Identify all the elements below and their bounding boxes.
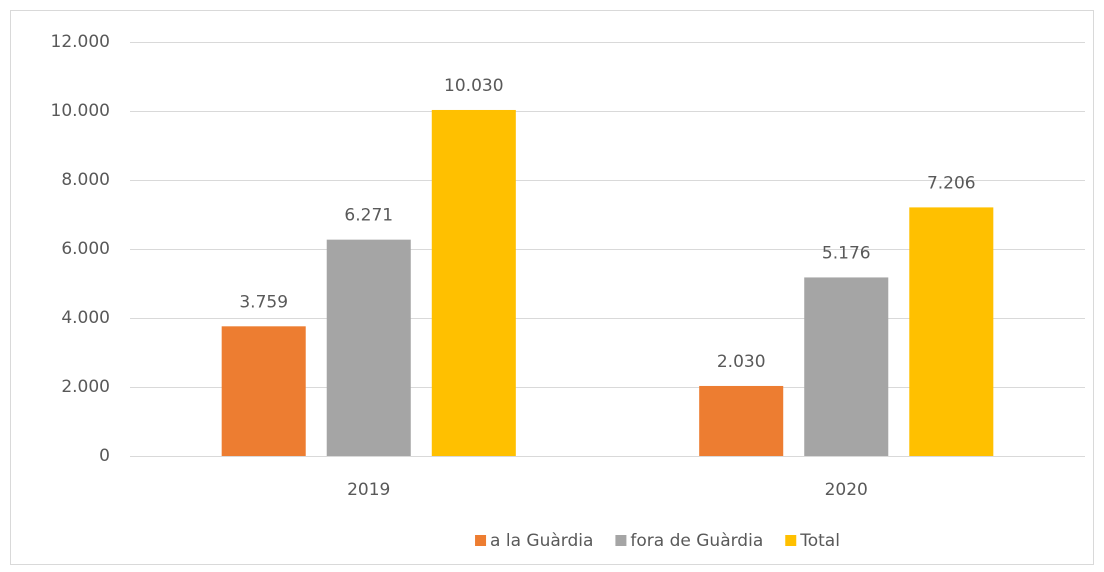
bar [909,207,994,456]
x-tick-label: 2020 [825,480,868,500]
bar [326,239,411,456]
legend-swatch [615,535,627,546]
y-tick-label: 2.000 [61,377,110,397]
legend-label: a la Guàrdia [490,531,593,551]
y-tick-label: 10.000 [51,101,110,121]
bar [221,326,306,456]
legend-swatch [475,535,487,546]
y-tick-label: 8.000 [61,170,110,190]
bar [699,385,784,456]
y-tick-label: 6.000 [61,239,110,259]
data-label: 10.030 [444,76,503,96]
y-tick-label: 4.000 [61,308,110,328]
legend-label: fora de Guàrdia [630,531,763,551]
data-label: 7.206 [927,173,976,193]
data-label: 6.271 [344,206,393,226]
legend-label: Total [799,531,840,551]
legend-swatch [785,535,797,546]
data-label: 3.759 [239,292,288,312]
y-tick-label: 12.000 [51,32,110,52]
x-tick-label: 2019 [347,480,390,500]
data-label: 2.030 [717,352,766,372]
y-tick-label: 0 [99,446,110,466]
bar [431,109,516,456]
bar [804,277,889,456]
data-label: 5.176 [822,243,871,263]
